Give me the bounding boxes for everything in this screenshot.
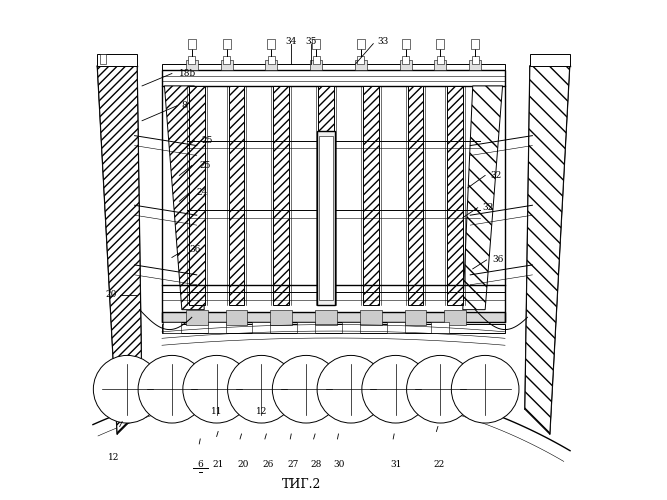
Circle shape	[272, 356, 340, 423]
Bar	[312, 38, 320, 48]
Bar	[319, 136, 333, 300]
Text: 34: 34	[285, 36, 297, 46]
Bar	[408, 86, 424, 304]
Text: 18b: 18b	[179, 69, 197, 78]
Circle shape	[138, 356, 205, 423]
Text: 35: 35	[305, 36, 317, 46]
Bar	[448, 86, 464, 304]
Text: 25: 25	[199, 161, 211, 170]
Bar	[270, 310, 292, 324]
Bar	[162, 312, 505, 322]
Bar	[402, 56, 409, 64]
Bar	[342, 322, 360, 333]
Bar	[360, 310, 382, 324]
Text: 26: 26	[262, 460, 273, 469]
Bar	[310, 60, 322, 70]
Bar	[267, 38, 275, 48]
Bar	[225, 310, 247, 324]
Bar	[223, 56, 230, 64]
Bar	[313, 56, 319, 64]
Bar	[358, 56, 364, 64]
Polygon shape	[97, 66, 142, 434]
Bar	[470, 60, 481, 70]
Text: 28: 28	[310, 460, 321, 469]
Bar	[444, 310, 466, 324]
Bar	[530, 54, 570, 66]
Bar	[189, 86, 205, 304]
Text: 31: 31	[390, 460, 402, 469]
Bar	[162, 70, 505, 86]
Text: 12: 12	[108, 454, 119, 462]
Bar	[317, 130, 336, 304]
Circle shape	[93, 356, 161, 423]
Bar	[402, 38, 410, 48]
Bar	[387, 322, 405, 333]
Bar	[436, 38, 444, 48]
Bar	[188, 56, 195, 64]
Text: 24: 24	[197, 188, 208, 198]
Circle shape	[362, 356, 430, 423]
Bar	[315, 310, 337, 324]
Bar	[221, 60, 233, 70]
Text: 6: 6	[197, 460, 203, 469]
Bar	[97, 54, 137, 66]
Text: 30: 30	[334, 460, 345, 469]
Bar	[432, 322, 450, 333]
Bar	[229, 86, 245, 304]
Text: 8: 8	[182, 102, 187, 110]
Text: 21: 21	[213, 460, 224, 469]
Bar	[207, 322, 225, 333]
Polygon shape	[463, 86, 502, 310]
Bar	[162, 64, 505, 70]
Bar	[268, 56, 275, 64]
Bar	[265, 60, 277, 70]
Bar	[273, 86, 289, 304]
Text: 12: 12	[255, 407, 267, 416]
Bar	[297, 322, 315, 333]
Bar	[400, 60, 412, 70]
Circle shape	[183, 356, 251, 423]
Text: 22: 22	[434, 460, 444, 469]
Text: 36: 36	[189, 246, 201, 254]
Text: ΤИГ.2: ΤИГ.2	[281, 478, 321, 491]
Text: 27: 27	[287, 460, 298, 469]
Bar	[186, 310, 207, 324]
Polygon shape	[165, 86, 204, 310]
Bar	[223, 38, 231, 48]
Text: 36: 36	[493, 256, 504, 264]
Bar	[163, 322, 181, 333]
Bar	[437, 56, 444, 64]
Text: 25: 25	[201, 136, 213, 145]
Circle shape	[317, 356, 385, 423]
Bar	[100, 54, 106, 64]
Circle shape	[227, 356, 295, 423]
Bar	[471, 38, 479, 48]
Text: 33: 33	[378, 36, 389, 46]
Text: 20: 20	[237, 460, 249, 469]
Bar	[472, 56, 479, 64]
Text: 11: 11	[211, 407, 222, 416]
Bar	[355, 60, 367, 70]
Text: 20: 20	[105, 290, 117, 299]
Text: 32: 32	[490, 171, 502, 180]
Bar	[252, 322, 270, 333]
Bar	[188, 38, 196, 48]
Bar	[363, 86, 379, 304]
Bar	[405, 310, 426, 324]
Bar	[357, 38, 365, 48]
Bar	[162, 324, 505, 333]
Polygon shape	[525, 66, 570, 434]
Bar	[318, 86, 334, 304]
Text: 32: 32	[483, 203, 494, 212]
Circle shape	[452, 356, 519, 423]
Bar	[434, 60, 446, 70]
Bar	[186, 60, 197, 70]
Circle shape	[407, 356, 474, 423]
